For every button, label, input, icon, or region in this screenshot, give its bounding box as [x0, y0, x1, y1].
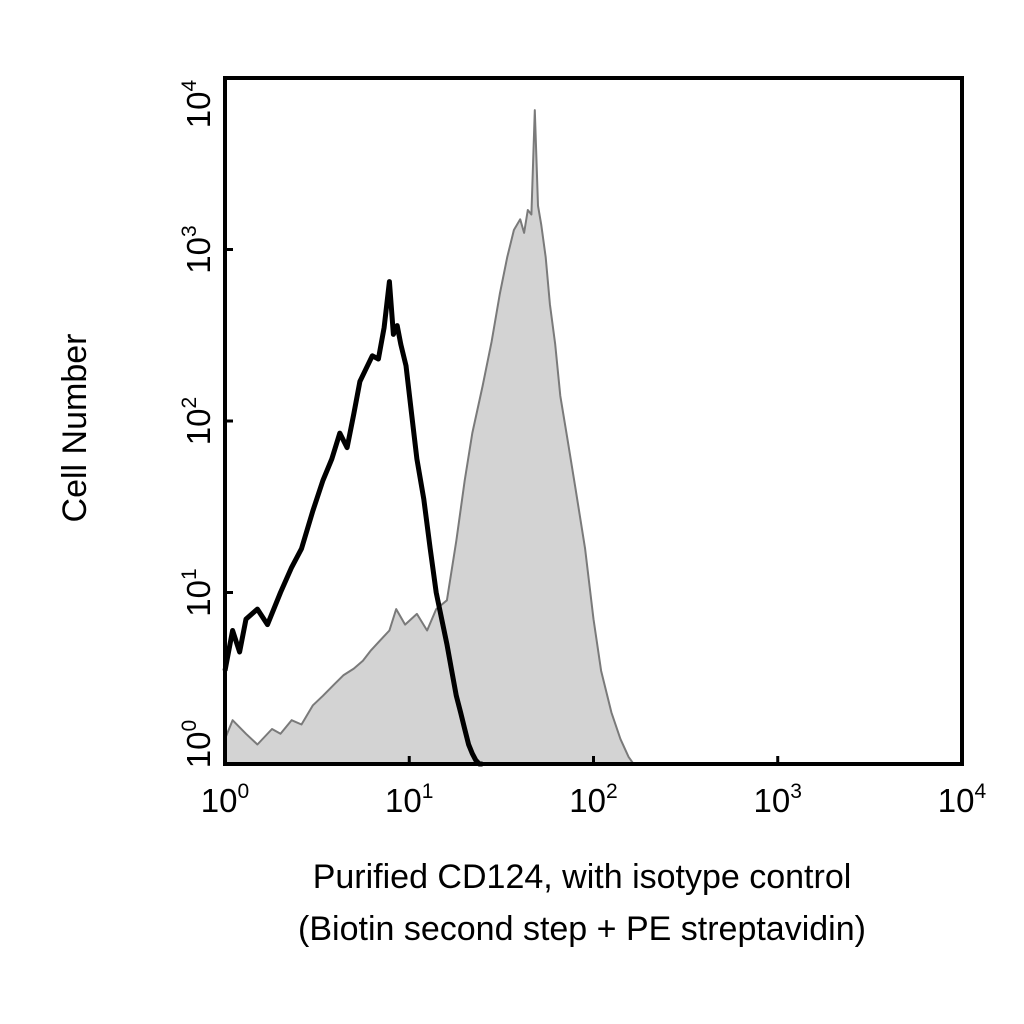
x-tick-label: 104 — [938, 780, 987, 819]
y-tick-label: 103 — [178, 225, 217, 273]
x-tick-label: 101 — [385, 780, 433, 819]
isotype-control-line-series — [222, 279, 483, 767]
y-tick-label: 104 — [178, 79, 217, 128]
y-tick-label: 100 — [178, 720, 217, 768]
x-axis-title: Purified CD124, with isotype control — [313, 858, 852, 896]
y-tick-label: 102 — [178, 397, 217, 445]
x-axis-ticks: 100 101 102 103 104 — [201, 756, 987, 819]
x-tick-label: 100 — [201, 780, 249, 819]
y-axis-ticks: 100 101 102 103 104 — [178, 76, 233, 768]
y-axis-title: Cell Number — [56, 334, 94, 523]
series-layer — [222, 109, 635, 767]
plot-area — [222, 76, 964, 767]
x-tick-label: 103 — [754, 780, 802, 819]
x-tick-label: 102 — [569, 780, 617, 819]
y-tick-label: 101 — [178, 568, 217, 616]
x-axis-title-line2: (Biotin second step + PE streptavidin) — [298, 910, 866, 948]
filled-histogram-series — [224, 109, 635, 765]
